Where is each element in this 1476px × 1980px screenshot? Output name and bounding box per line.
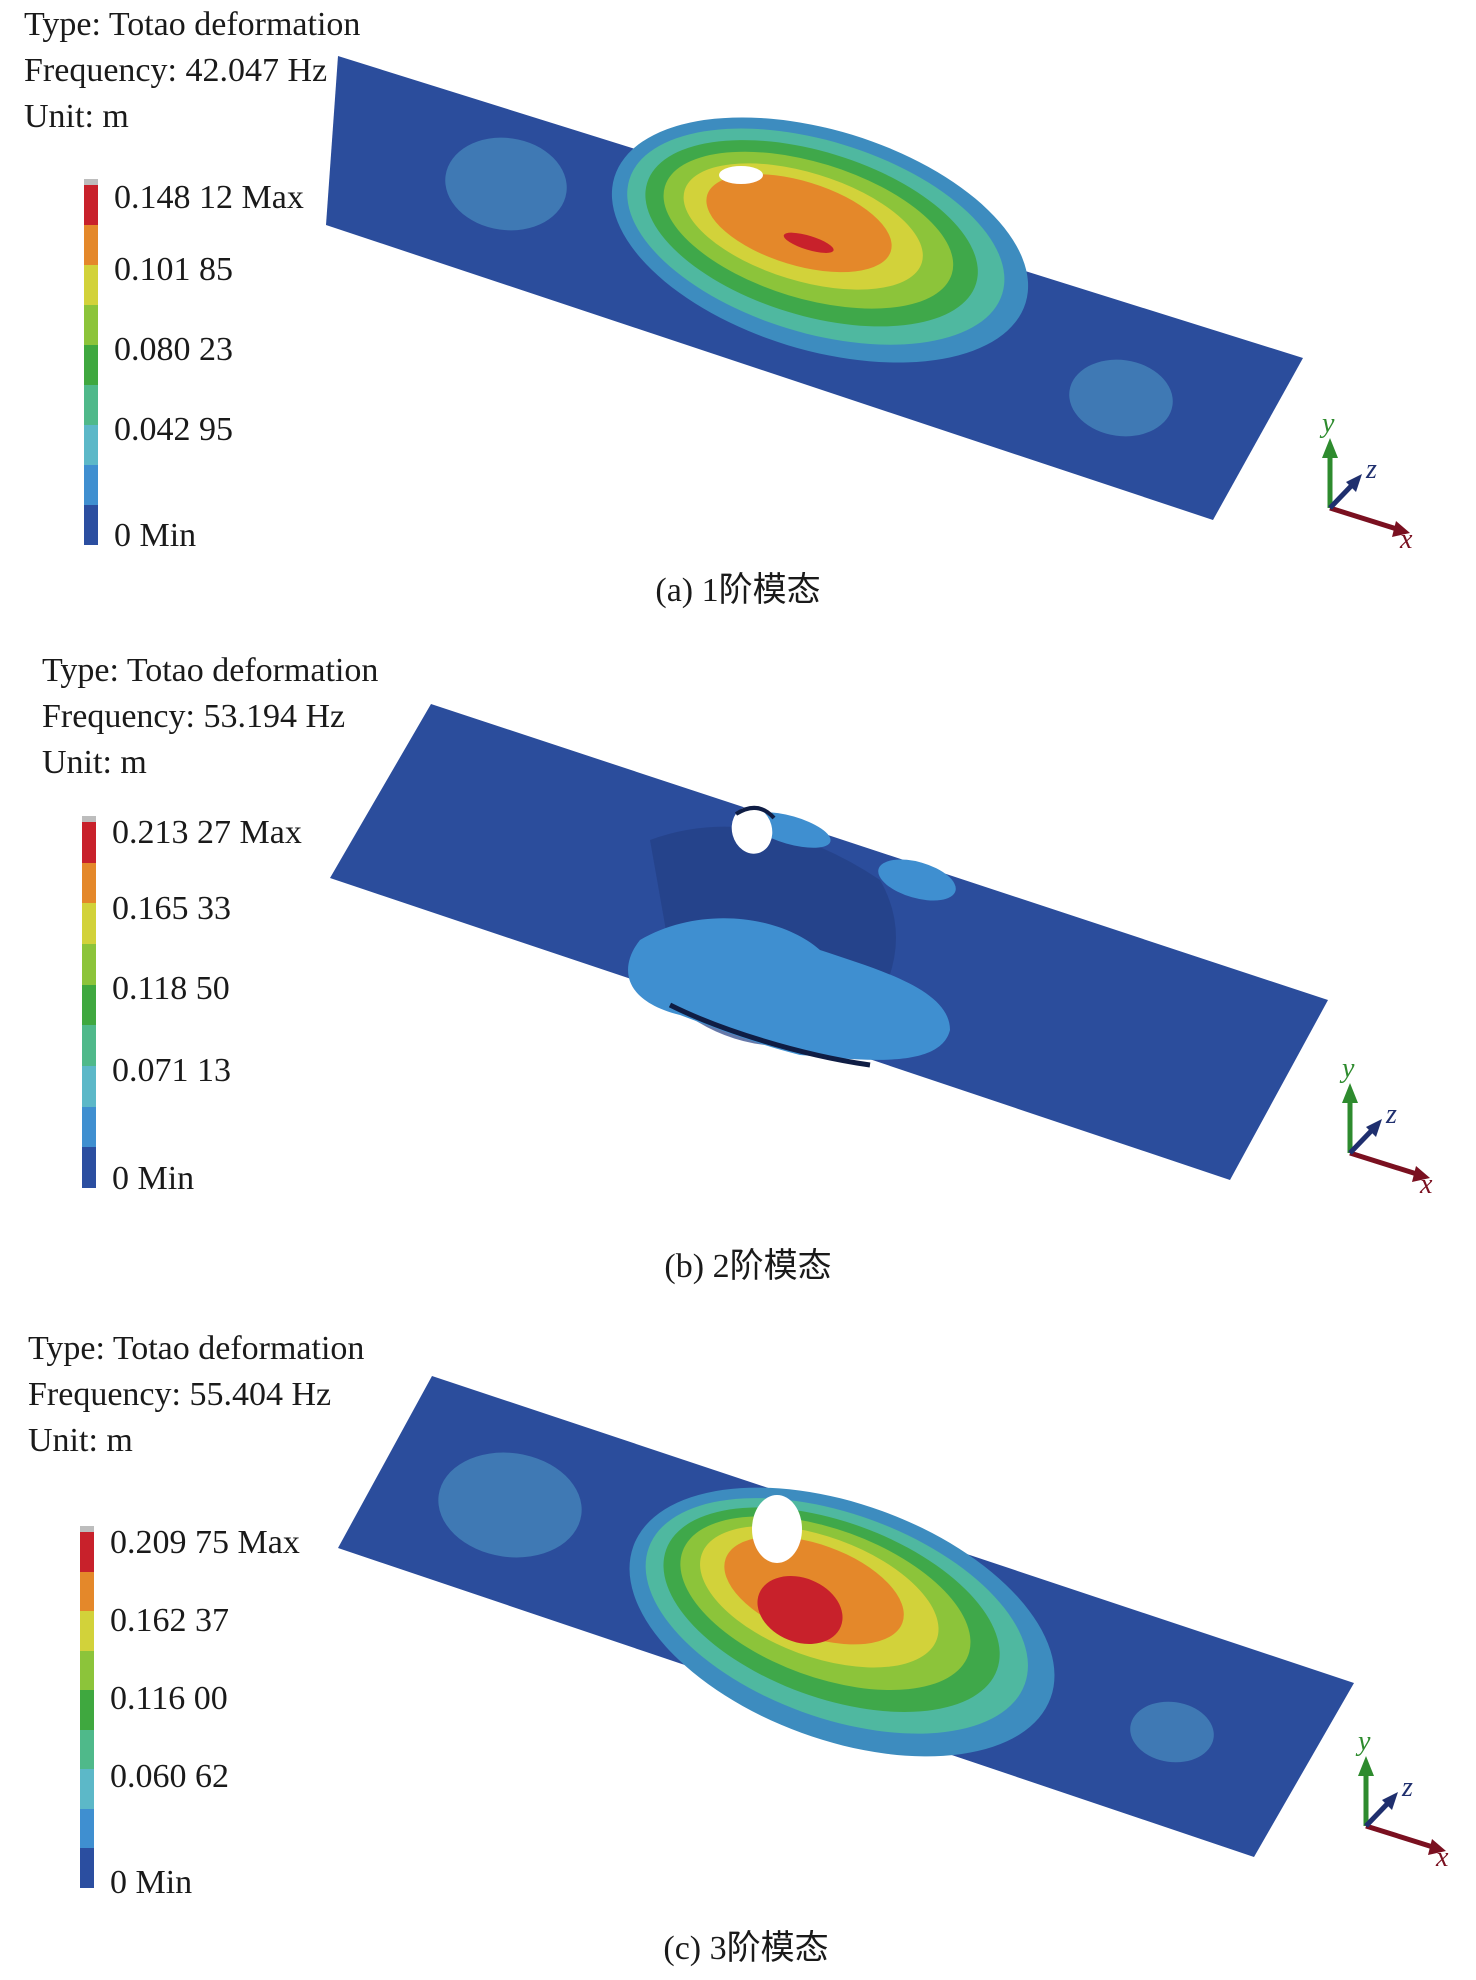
figure-caption: (c) 3阶模态 xyxy=(663,1930,829,1967)
legend-label-max: 0.209 75 Max xyxy=(110,1524,300,1561)
color-scale-segment xyxy=(80,1611,94,1651)
legend-label: 0.162 37 xyxy=(110,1602,229,1639)
axis-label-y: y xyxy=(1339,1055,1355,1084)
color-scale-segment xyxy=(80,1532,94,1572)
legend-label-min: 0 Min xyxy=(110,1864,193,1901)
color-scale-segment xyxy=(82,903,96,944)
color-scale-segment xyxy=(82,984,96,1026)
legend-label-max: 0.148 12 Max xyxy=(114,179,304,216)
color-scale-segment xyxy=(82,943,96,985)
legend-label: 0.042 95 xyxy=(114,411,233,448)
mode-panel-2: Type: Totao deformation Frequency: 53.19… xyxy=(0,650,1476,1300)
deformed-plate-mode-3 xyxy=(338,1376,1354,1857)
axis-label-x: x xyxy=(1419,1169,1433,1195)
legend-label: 0.116 00 xyxy=(110,1680,228,1717)
deformed-plate-mode-2 xyxy=(330,704,1328,1180)
color-scale-segment xyxy=(82,822,96,863)
result-unit: Unit: m xyxy=(28,1422,133,1459)
color-scale-segment xyxy=(80,1650,94,1691)
legend-label: 0.080 23 xyxy=(114,331,233,368)
color-scale-segment xyxy=(84,345,98,385)
color-scale-segment xyxy=(80,1571,94,1612)
legend-label: 0.165 33 xyxy=(112,890,231,927)
axis-label-x: x xyxy=(1399,524,1413,550)
axis-label-z: z xyxy=(1365,454,1377,485)
color-scale-bar xyxy=(84,179,98,545)
result-unit: Unit: m xyxy=(42,744,147,781)
result-frequency: Frequency: 42.047 Hz xyxy=(24,52,328,89)
color-scale-bar xyxy=(80,1526,94,1888)
coordinate-triad: y z x xyxy=(1355,1728,1449,1868)
result-frequency: Frequency: 55.404 Hz xyxy=(28,1376,332,1413)
color-scale-segment xyxy=(80,1729,94,1770)
color-scale-bar xyxy=(82,816,96,1188)
color-scale-segment xyxy=(84,225,98,265)
legend-label-min: 0 Min xyxy=(114,517,197,554)
color-scale-segment xyxy=(84,505,98,545)
color-scale-cap xyxy=(84,179,98,185)
result-info: Type: Totao deformation Frequency: 42.04… xyxy=(24,2,360,140)
coordinate-triad: y z x xyxy=(1319,410,1413,550)
result-unit: Unit: m xyxy=(24,98,129,135)
axis-label-y: y xyxy=(1355,1728,1371,1757)
axis-label-y: y xyxy=(1319,410,1335,439)
legend-label: 0.071 13 xyxy=(112,1052,231,1089)
color-scale-segment xyxy=(82,1025,96,1066)
color-scale-segment xyxy=(80,1690,94,1730)
legend-label: 0.118 50 xyxy=(112,970,230,1007)
color-scale-segment xyxy=(84,465,98,505)
color-scale-segment xyxy=(80,1808,94,1849)
result-info: Type: Totao deformation Frequency: 55.40… xyxy=(28,1326,364,1464)
color-scale-cap xyxy=(80,1526,94,1532)
color-scale-segment xyxy=(84,305,98,345)
result-type: Type: Totao deformation xyxy=(24,6,361,43)
color-scale-segment xyxy=(82,1065,96,1107)
deformed-plate-mode-1 xyxy=(326,56,1303,520)
result-type: Type: Totao deformation xyxy=(42,652,379,689)
coordinate-triad: y z x xyxy=(1339,1055,1433,1195)
legend-label: 0.060 62 xyxy=(110,1758,229,1795)
color-scale-segment xyxy=(80,1848,94,1888)
mode-panel-3: Type: Totao deformation Frequency: 55.40… xyxy=(0,1330,1476,1980)
color-scale-segment xyxy=(84,185,98,225)
figure-caption: (a) 1阶模态 xyxy=(655,572,821,609)
axis-label-z: z xyxy=(1385,1099,1397,1130)
mode-panel-1: Type: Totao deformation Frequency: 42.04… xyxy=(0,0,1476,650)
color-scale-segment xyxy=(80,1769,94,1809)
legend-label-min: 0 Min xyxy=(112,1160,195,1197)
color-scale-segment xyxy=(82,1147,96,1188)
color-scale-cap xyxy=(82,816,96,822)
legend-label: 0.101 85 xyxy=(114,251,233,288)
axis-label-z: z xyxy=(1401,1772,1413,1803)
legend-label-max: 0.213 27 Max xyxy=(112,814,302,851)
result-info: Type: Totao deformation Frequency: 53.19… xyxy=(42,648,378,786)
figure-caption: (b) 2阶模态 xyxy=(664,1248,832,1285)
result-frequency: Frequency: 53.194 Hz xyxy=(42,698,346,735)
color-scale-segment xyxy=(84,425,98,465)
color-scale-segment xyxy=(84,385,98,425)
result-type: Type: Totao deformation xyxy=(28,1330,365,1367)
color-scale-segment xyxy=(82,862,96,904)
color-scale-segment xyxy=(84,265,98,305)
axis-label-x: x xyxy=(1435,1842,1449,1868)
color-scale-segment xyxy=(82,1106,96,1148)
